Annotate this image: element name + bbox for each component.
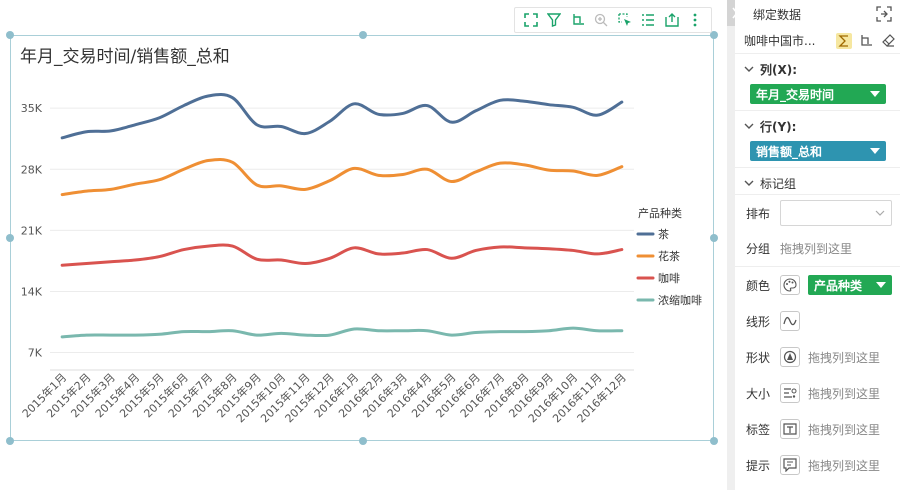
tag-drop-zone[interactable]: 拖拽列到这里 [808,422,881,437]
axis-icon[interactable] [858,33,874,49]
layout-select[interactable] [780,200,892,226]
panel-header: 绑定数据 [735,0,900,28]
list-icon[interactable] [639,11,657,29]
marks-section: 标记组 [735,168,900,195]
y-tick-label: 14K [21,285,43,298]
export-icon[interactable] [663,11,681,29]
size-icon[interactable] [780,383,800,403]
fullscreen-icon[interactable] [522,11,540,29]
resize-handle-top-left[interactable] [6,31,14,39]
size-label: 大小 [746,386,771,401]
line-style-icon[interactable] [780,311,800,331]
y-tick-label: 28K [21,163,43,176]
chevron-down-icon[interactable] [744,65,754,73]
columns-section: 列(X): 年月_交易时间 [735,54,900,111]
panel-divider [727,0,735,490]
chevron-down-icon [875,210,885,216]
dropdown-caret-icon[interactable] [876,282,887,288]
tooltip-icon[interactable] [780,455,800,475]
tag-row: 标签 拖拽列到这里 [735,411,900,447]
tag-label: 标签 [746,422,771,437]
layout-row: 排布 [735,195,900,231]
eraser-icon[interactable] [880,33,896,49]
canvas-area: 年月_交易时间/销售额_总和 7K 14K 21K 28K 35K 2015年1月 201… [6,7,718,445]
legend-item-label: 咖啡 [658,271,680,285]
shape-label: 形状 [746,350,771,365]
chart-frame[interactable] [10,35,714,441]
series-line-4 [60,326,624,339]
zoom-icon[interactable] [592,11,610,29]
sum-icon[interactable] [836,32,852,49]
marks-label: 标记组 [760,176,797,191]
line-row: 线形 [735,303,900,339]
chevron-down-icon[interactable] [744,122,754,130]
panel-title: 绑定数据 [753,7,802,22]
rows-section: 行(Y): 销售额_总和 [735,111,900,168]
shape-drop-zone[interactable]: 拖拽列到这里 [808,350,881,365]
shape-row: 形状 拖拽列到这里 [735,339,900,375]
x-axis: 2015年1月2015年2月2015年3月2015年4月2015年5月2015年… [19,370,629,425]
series-group [60,93,624,339]
series-line-1 [60,93,624,140]
datasource-name[interactable]: 咖啡中国市... [744,34,816,48]
resize-handle-right[interactable] [710,234,718,242]
color-row: 颜色 产品种类 [735,267,900,303]
select-icon[interactable] [616,11,634,29]
resize-handle-top-right[interactable] [710,31,718,39]
line-chart: 年月_交易时间/销售额_总和 7K 14K 21K 28K 35K 2015年1月201… [19,47,702,425]
columns-label: 列(X): [760,62,798,77]
legend-title: 产品种类 [638,206,682,220]
resize-handle-top[interactable] [359,31,367,39]
y-tick-label: 21K [21,224,43,237]
palette-icon[interactable] [780,275,800,295]
size-drop-zone[interactable]: 拖拽列到这里 [808,386,881,401]
color-field-label: 产品种类 [814,278,863,293]
resize-handle-bottom-right[interactable] [710,437,718,445]
layout-label: 排布 [746,206,771,221]
legend-item-label: 浓缩咖啡 [658,293,702,307]
line-label: 线形 [746,314,771,329]
y-tick-label: 35K [21,102,43,115]
series-line-2 [60,157,624,197]
color-field-pill[interactable]: 产品种类 [808,275,893,295]
tip-drop-zone[interactable]: 拖拽列到这里 [808,458,881,473]
columns-field-label: 年月_交易时间 [756,87,835,102]
dropdown-caret-icon[interactable] [870,91,880,97]
chevron-down-icon[interactable] [744,179,754,187]
resize-handle-left[interactable] [6,234,14,242]
filter-icon[interactable] [545,11,563,29]
dropdown-caret-icon[interactable] [870,148,880,154]
chart-toolbar [514,7,712,33]
group-label: 分组 [746,242,771,256]
swap-axis-icon[interactable] [569,11,587,29]
resize-handle-bottom-left[interactable] [6,437,14,445]
columns-field-pill[interactable]: 年月_交易时间 [750,84,886,104]
y-tick-label: 7K [28,347,43,360]
datasource-row: 咖啡中国市... [735,28,900,54]
series-line-3 [60,243,624,267]
y-axis: 7K 14K 21K 28K 35K [21,102,43,359]
resize-handle-bottom[interactable] [359,437,367,445]
group-drop-zone[interactable]: 拖拽列到这里 [780,242,853,256]
switch-icon[interactable] [876,6,892,22]
rows-label: 行(Y): [760,119,797,134]
legend-item-label: 花茶 [658,250,680,263]
color-label: 颜色 [746,278,771,293]
grid [50,107,634,371]
chart-title: 年月_交易时间/销售额_总和 [20,47,230,67]
tip-row: 提示 拖拽列到这里 [735,447,900,483]
legend-item-label: 茶 [658,228,669,241]
tip-label: 提示 [746,458,771,473]
shape-icon[interactable] [780,347,800,367]
label-icon[interactable] [780,419,800,439]
rows-field-pill[interactable]: 销售额_总和 [750,141,886,161]
rows-field-label: 销售额_总和 [756,144,823,159]
size-row: 大小 拖拽列到这里 [735,375,900,411]
group-row: 分组 拖拽列到这里 [735,231,900,267]
more-icon[interactable] [686,11,704,29]
bind-data-panel: 绑定数据 咖啡中国市... 列(X): 年月_交易时间 行(Y): 销售额_总和 [735,0,900,490]
